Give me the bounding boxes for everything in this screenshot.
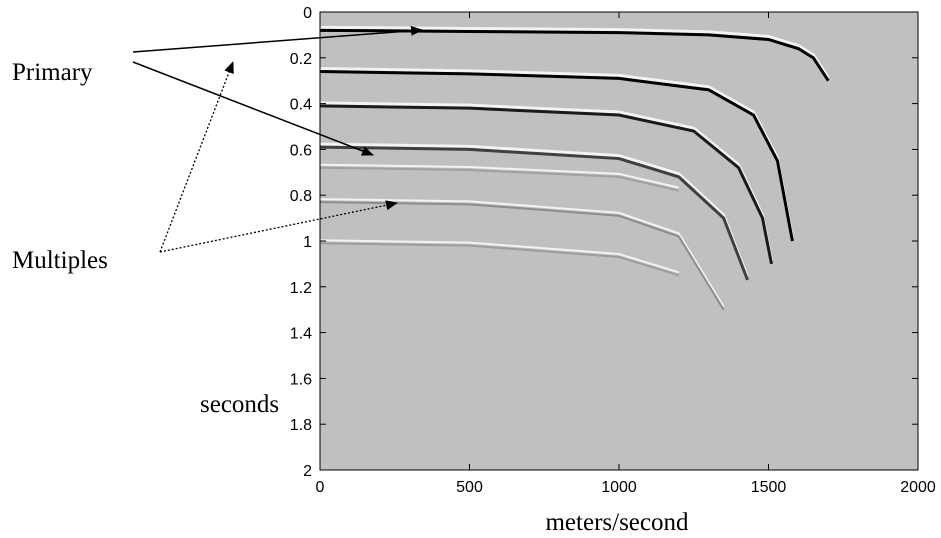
x-axis-label: meters/second: [545, 509, 689, 536]
event-line: [319, 104, 773, 265]
event-line: [319, 145, 749, 281]
event-halo: [319, 198, 725, 308]
event-line: [319, 166, 680, 192]
y-tick-label: 0.4: [290, 97, 312, 114]
y-tick-label: 1: [303, 234, 312, 251]
y-tick-label: 0: [303, 5, 312, 22]
plot-area: [319, 11, 919, 471]
y-tick-label: 1.4: [290, 326, 312, 343]
event-halo: [319, 239, 680, 274]
arrow: [132, 61, 374, 156]
x-tick-label: 2000: [900, 479, 936, 496]
arrow: [159, 200, 398, 253]
x-tick-label: 500: [456, 479, 483, 496]
arrow: [159, 61, 234, 253]
event-line: [319, 70, 794, 242]
y-tick-label: 1.8: [290, 417, 312, 434]
y-tick-label: 0.8: [290, 188, 312, 205]
y-tick-label: 1.2: [290, 280, 312, 297]
arrows: [132, 25, 423, 253]
y-tick-label: 0.2: [290, 51, 312, 68]
event-halo: [319, 163, 680, 189]
arrow: [132, 25, 423, 53]
annotation: Multiples: [12, 247, 108, 274]
event-halo: [319, 25, 830, 79]
y-tick-label: 2: [303, 463, 312, 480]
x-tick-label: 1000: [601, 479, 637, 496]
y-tick-label: 0.6: [290, 142, 312, 159]
x-tick-label: 1500: [751, 479, 787, 496]
event-line: [319, 28, 830, 82]
y-axis-label: seconds: [200, 391, 279, 418]
y-tick-label: 1.6: [290, 371, 312, 388]
event-line: [319, 242, 680, 277]
x-tick-label: 0: [316, 479, 325, 496]
event-line: [319, 201, 725, 311]
annotation: Primary: [12, 59, 93, 86]
